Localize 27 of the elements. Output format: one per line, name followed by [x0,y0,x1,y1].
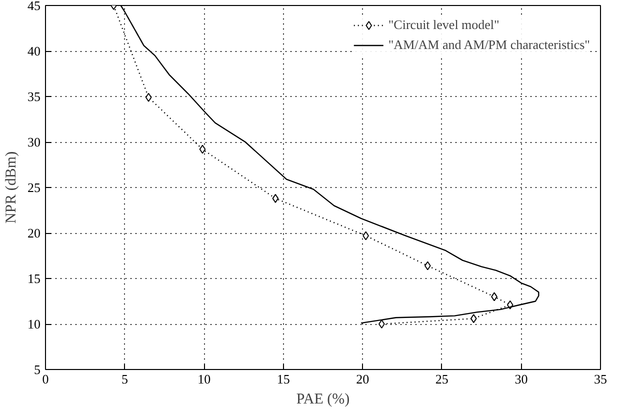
x-tick-label: 25 [435,372,448,386]
point [378,320,385,328]
x-axis-title: PAE (%) [296,392,350,408]
point [145,92,152,102]
y-axis-title: NPR (dBm) [4,151,20,224]
x-tick-label: 20 [356,372,370,386]
y-tick-label: 10 [28,316,40,332]
y-tick-label: 30 [28,134,40,150]
legend-label: "AM/AM and AM/PM characteristics" [388,37,590,53]
x-tick-label: 35 [594,372,607,386]
x-tick-label: 10 [198,372,211,386]
x-tick-label: 0 [42,372,49,386]
y-tick-label: 40 [28,44,40,58]
point [199,144,206,154]
y-tick-label: 45 [28,0,40,13]
y-tick-label: 20 [28,226,40,240]
y-tick-label: 25 [28,180,40,195]
y-tick-label: 15 [28,271,40,286]
y-tick-label: 5 [34,362,40,377]
x-tick-label: 15 [276,372,290,386]
point [470,314,477,324]
point [272,194,279,203]
x-tick-label: 30 [514,372,528,386]
point [424,261,431,270]
x-tick-label: 5 [122,372,128,386]
legend-label: "Circuit level model" [388,17,500,33]
y-tick-label: 35 [28,89,40,104]
